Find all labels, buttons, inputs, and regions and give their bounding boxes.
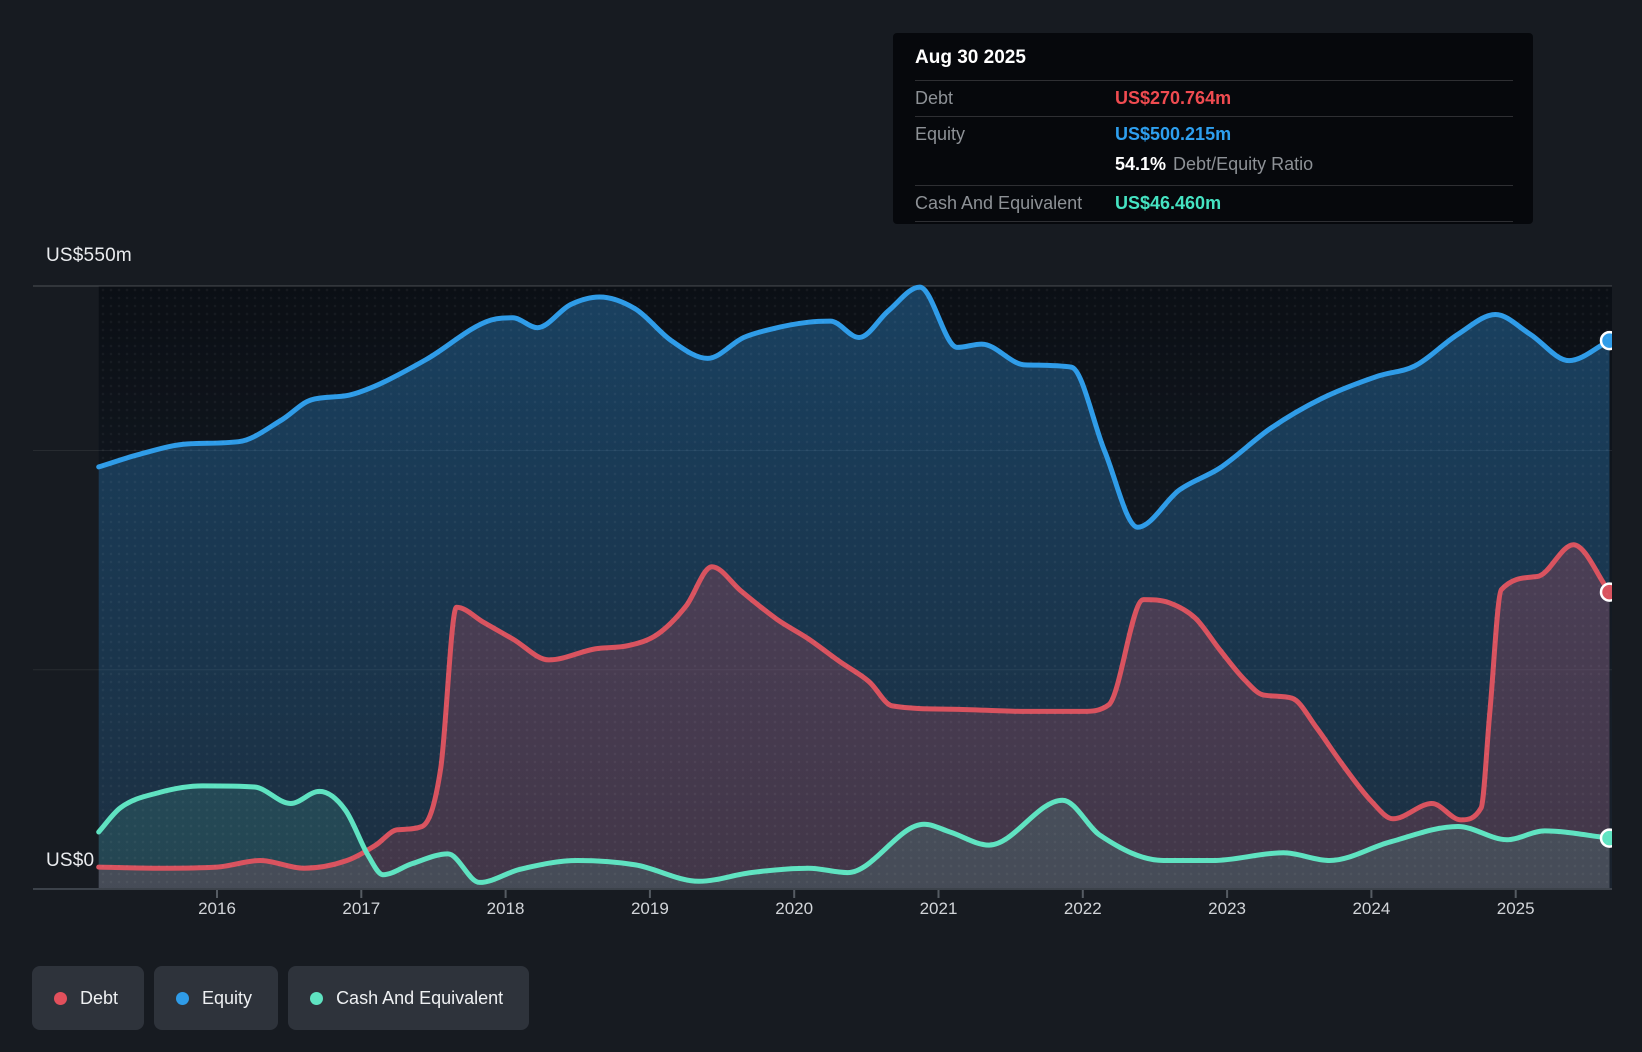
tooltip-row-ratio: 54.1% Debt/Equity Ratio (915, 152, 1513, 185)
legend-cash-label: Cash And Equivalent (336, 988, 503, 1009)
tooltip-row-cash: Cash And Equivalent US$46.460m (915, 185, 1513, 222)
debt-equity-ratio-value: 54.1% (1115, 154, 1166, 175)
chart-tooltip: Aug 30 2025 Debt US$270.764m Equity US$5… (893, 33, 1533, 224)
tooltip-debt-label: Debt (915, 88, 1115, 109)
tooltip-equity-label: Equity (915, 124, 1115, 145)
right-edge-mask (1612, 0, 1642, 1052)
chart-legend: Debt Equity Cash And Equivalent (32, 966, 529, 1030)
legend-equity-label: Equity (202, 988, 252, 1009)
x-axis-label-2019: 2019 (631, 899, 669, 919)
tooltip-row-equity: Equity US$500.215m (915, 116, 1513, 152)
x-axis-label-2016: 2016 (198, 899, 236, 919)
y-axis-label-zero: US$0 (46, 850, 94, 872)
debt-series-dot-icon (54, 992, 67, 1005)
tooltip-cash-value: US$46.460m (1115, 193, 1221, 214)
x-axis-label-2021: 2021 (920, 899, 958, 919)
legend-item-cash[interactable]: Cash And Equivalent (288, 966, 529, 1030)
x-axis-label-2023: 2023 (1208, 899, 1246, 919)
x-axis-label-2022: 2022 (1064, 899, 1102, 919)
cash-series-dot-icon (310, 992, 323, 1005)
tooltip-cash-label: Cash And Equivalent (915, 193, 1115, 214)
x-axis-label-2024: 2024 (1352, 899, 1390, 919)
legend-item-debt[interactable]: Debt (32, 966, 144, 1030)
x-axis-label-2017: 2017 (342, 899, 380, 919)
y-axis-label-max: US$550m (46, 245, 132, 267)
tooltip-date: Aug 30 2025 (915, 33, 1513, 80)
legend-debt-label: Debt (80, 988, 118, 1009)
legend-item-equity[interactable]: Equity (154, 966, 278, 1030)
equity-series-dot-icon (176, 992, 189, 1005)
x-axis-label-2025: 2025 (1497, 899, 1535, 919)
x-axis-label-2020: 2020 (775, 899, 813, 919)
x-axis-label-2018: 2018 (487, 899, 525, 919)
tooltip-row-debt: Debt US$270.764m (915, 80, 1513, 116)
debt-equity-ratio-label: Debt/Equity Ratio (1173, 154, 1313, 175)
tooltip-debt-value: US$270.764m (1115, 88, 1231, 109)
x-axis-labels: 2016 2017 2018 2019 2020 2021 2022 2023 2024 2025 (0, 899, 1642, 925)
tooltip-equity-value: US$500.215m (1115, 124, 1231, 145)
debt-equity-history-chart: US$550m US$0 2016 2017 2018 2019 2020 2021 202… (0, 0, 1642, 1052)
